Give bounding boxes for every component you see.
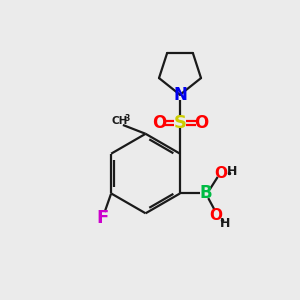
Text: O: O <box>152 114 166 132</box>
Text: H: H <box>220 217 230 230</box>
Text: H: H <box>227 165 238 178</box>
Text: B: B <box>200 184 212 202</box>
Text: F: F <box>96 209 109 227</box>
Text: N: N <box>173 86 187 104</box>
Text: CH: CH <box>112 116 128 126</box>
Text: O: O <box>215 166 228 181</box>
Text: S: S <box>173 114 187 132</box>
Text: 3: 3 <box>124 115 129 124</box>
Text: O: O <box>210 208 223 223</box>
Text: O: O <box>194 114 208 132</box>
